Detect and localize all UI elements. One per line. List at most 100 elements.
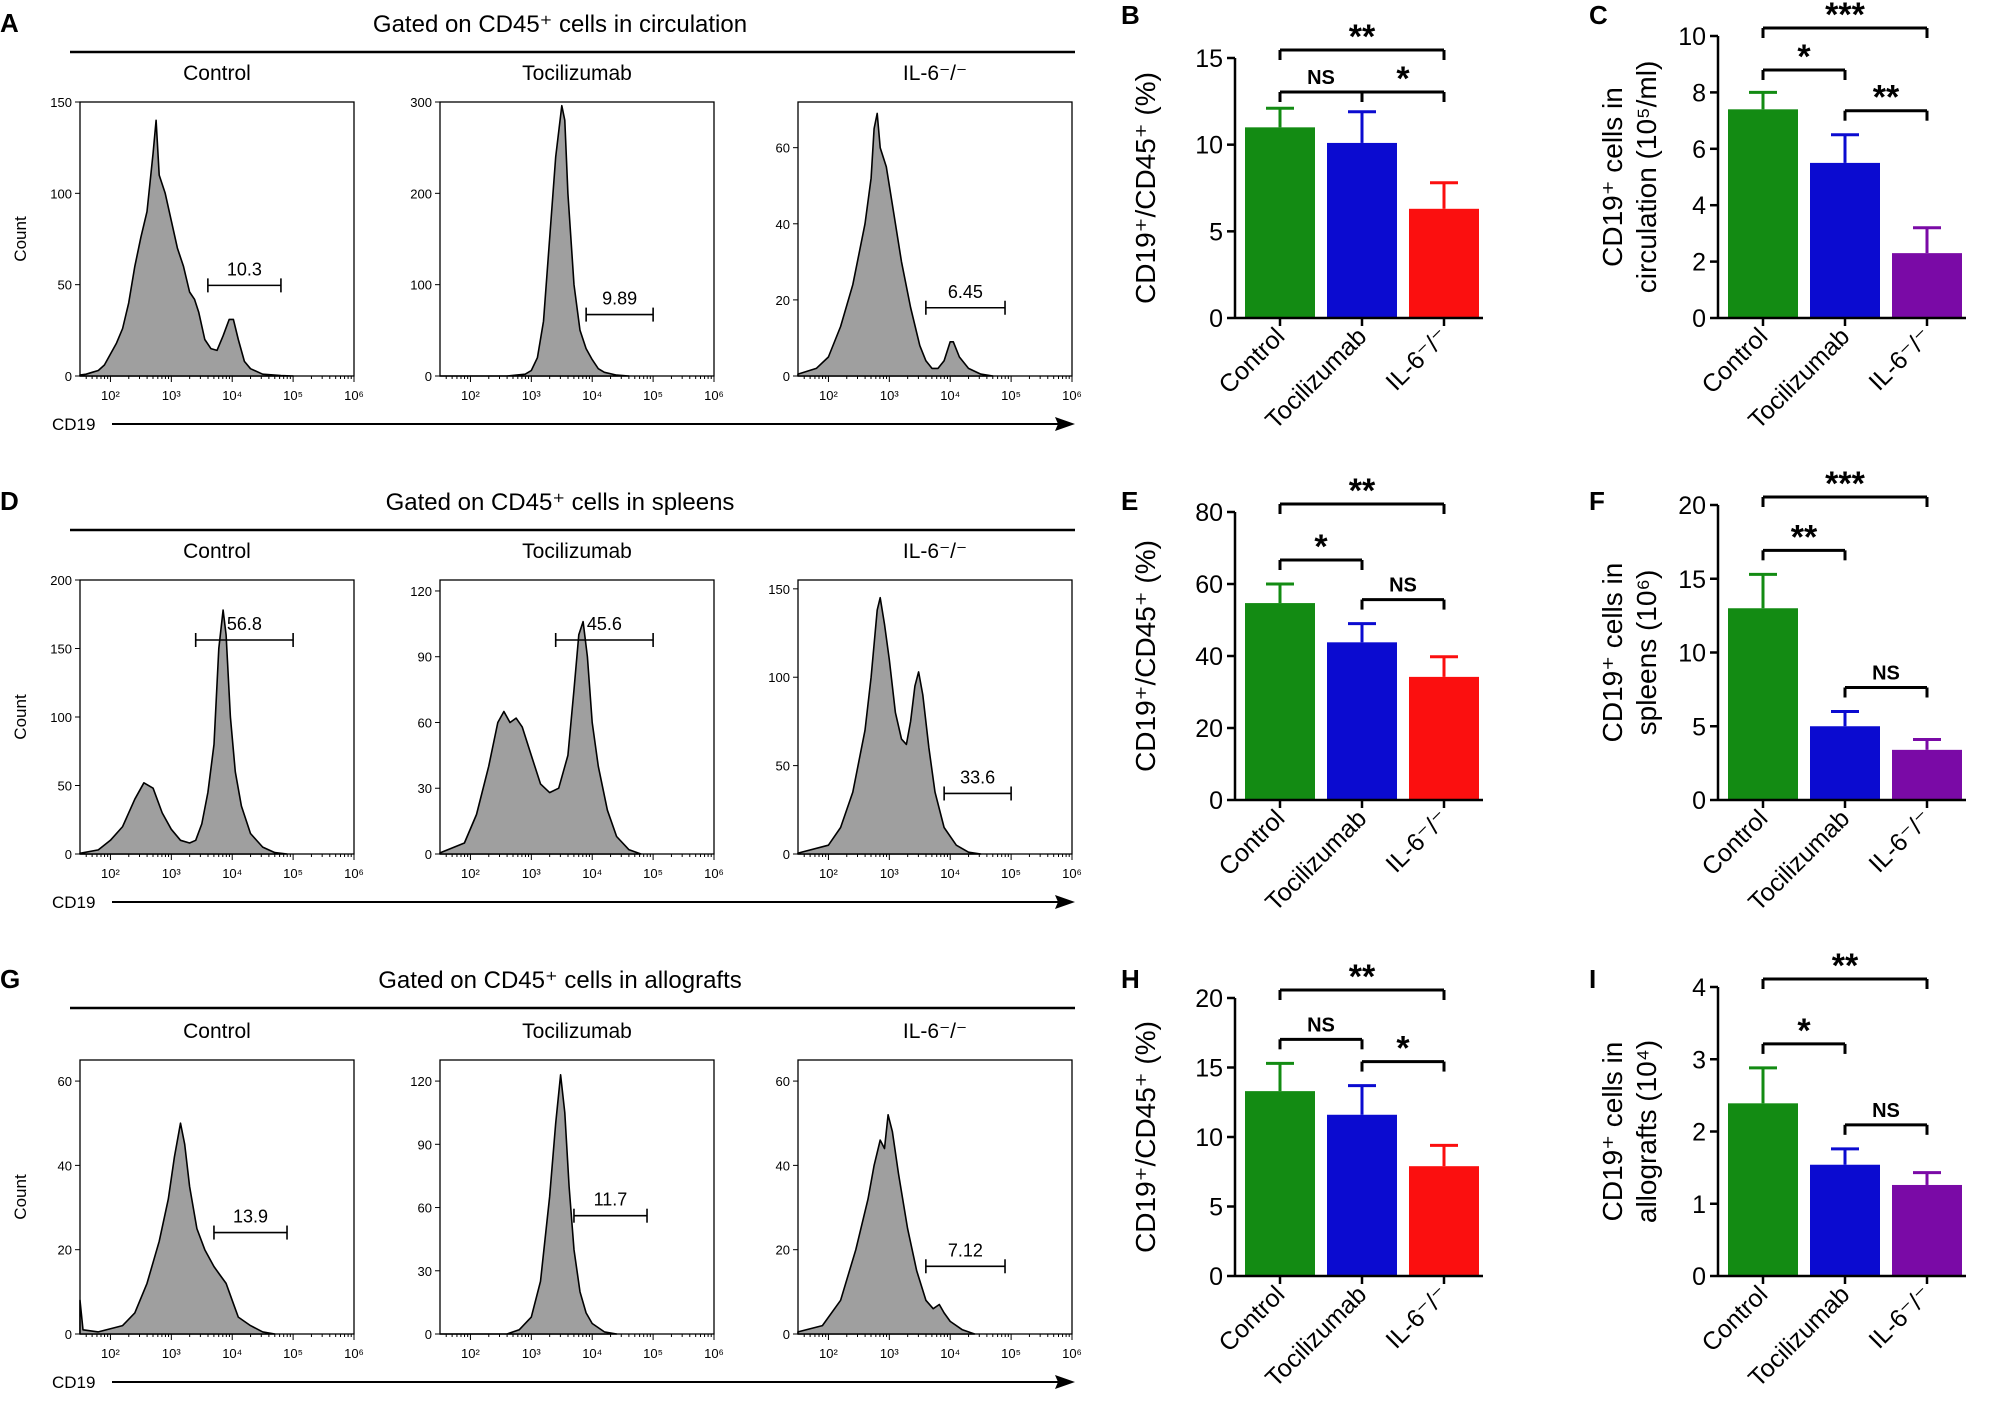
x-tick-label: 10³ <box>522 1346 541 1361</box>
x-tick-label: 10⁵ <box>283 866 303 881</box>
histogram-title: IL-6⁻/⁻ <box>903 540 967 563</box>
significance-label: NS <box>1307 1014 1335 1036</box>
y-tick-label: 50 <box>58 779 72 794</box>
y-tick-label: 4 <box>1692 974 1706 1002</box>
y-tick-label: 90 <box>418 650 432 665</box>
y-tick-label: 40 <box>776 1158 790 1173</box>
histogram-title: IL-6⁻/⁻ <box>903 1020 967 1043</box>
x-tick-label: IL-6⁻/⁻ <box>1380 804 1454 878</box>
x-axis-arrow-head <box>1055 417 1075 431</box>
y-tick-label: 4 <box>1692 192 1706 220</box>
x-tick-label: 10⁴ <box>582 1346 602 1361</box>
histogram-frame <box>797 1059 1073 1335</box>
y-tick-label: 10 <box>1195 132 1223 160</box>
histogram-A-il6: IL-6⁻/⁻ 0 20 40 60 10² 10³ 10⁴ 10⁵ 10⁶ 6.45 <box>776 62 1082 403</box>
y-tick-label: 40 <box>1195 643 1223 671</box>
significance-label: NS <box>1872 1100 1900 1122</box>
x-tick-label: 10⁶ <box>704 866 724 881</box>
y-axis-label: CD19⁺/CD45⁺ (%) <box>1130 72 1161 304</box>
histogram-title: Control <box>183 1020 251 1043</box>
significance-label: * <box>1396 1030 1410 1068</box>
y-tick-label: 100 <box>50 186 72 201</box>
histogram-D-tocilizumab: Tocilizumab 0 30 60 90 120 10² 10³ 10⁴ 10⁵ 10⁶ 45.6 <box>410 540 724 881</box>
y-tick-label: 3 <box>1692 1046 1706 1074</box>
x-tick-label: 10⁶ <box>1062 388 1082 403</box>
panel-letter: B <box>1121 0 1140 30</box>
bar <box>1245 127 1315 318</box>
y-tick-label: 20 <box>1678 492 1706 520</box>
x-tick-label: 10⁵ <box>643 866 663 881</box>
x-tick-label: IL-6⁻/⁻ <box>1863 1280 1937 1354</box>
histogram-G-tocilizumab: Tocilizumab 0 30 60 90 120 10² 10³ 10⁴ 10⁵ 10⁶ 11.7 <box>410 1020 724 1361</box>
y-axis-label: Count <box>11 216 30 262</box>
bar <box>1409 208 1479 318</box>
histogram-title: Tocilizumab <box>522 540 632 563</box>
x-tick-label: 10⁵ <box>1001 866 1021 881</box>
y-tick-label: 300 <box>410 95 432 110</box>
y-axis-label: Count <box>11 694 30 740</box>
y-tick-label: 20 <box>776 1243 790 1258</box>
y-axis-label: spleens (10⁶) <box>1631 570 1662 736</box>
panel-letter: C <box>1589 0 1608 30</box>
gate-value: 9.89 <box>602 289 637 309</box>
x-tick-label: 10³ <box>880 1346 899 1361</box>
bar <box>1409 1166 1479 1276</box>
histogram-curve <box>439 620 642 855</box>
x-tick-label: 10² <box>461 1346 480 1361</box>
gate-value: 6.45 <box>948 282 983 302</box>
significance-label: * <box>1314 528 1328 566</box>
y-tick-label: 0 <box>425 1327 432 1342</box>
y-tick-label: 100 <box>410 278 432 293</box>
significance-label: NS <box>1872 663 1900 685</box>
x-axis-arrow-head <box>1055 1375 1075 1389</box>
x-tick-label: 10⁴ <box>222 388 242 403</box>
y-tick-label: 20 <box>1195 985 1223 1013</box>
bar <box>1245 1091 1315 1276</box>
y-tick-label: 80 <box>1195 499 1223 527</box>
y-tick-label: 120 <box>410 584 432 599</box>
y-tick-label: 0 <box>783 369 790 384</box>
x-tick-label: 10³ <box>162 866 181 881</box>
bar <box>1409 676 1479 800</box>
x-tick-label: 10² <box>819 866 838 881</box>
y-tick-label: 150 <box>50 642 72 657</box>
y-tick-label: 100 <box>768 670 790 685</box>
significance-label: * <box>1797 1012 1811 1050</box>
histogram-title: IL-6⁻/⁻ <box>903 62 967 85</box>
x-tick-label: 10⁵ <box>643 388 663 403</box>
y-tick-label: 20 <box>1195 715 1223 743</box>
histogram-curve <box>797 1114 976 1335</box>
gate-value: 11.7 <box>594 1190 628 1210</box>
y-tick-label: 15 <box>1678 566 1706 594</box>
y-tick-label: 60 <box>418 1201 432 1216</box>
gate-value: 45.6 <box>587 614 622 634</box>
bar <box>1728 608 1798 800</box>
x-tick-label: Control <box>1696 804 1773 881</box>
y-tick-label: 120 <box>410 1074 432 1089</box>
histogram-curve <box>797 596 982 855</box>
y-tick-label: 5 <box>1692 713 1706 741</box>
x-tick-label: 10⁶ <box>1062 1346 1082 1361</box>
y-tick-label: 60 <box>1195 571 1223 599</box>
x-tick-label: Control <box>1213 322 1290 399</box>
y-tick-label: 40 <box>58 1158 72 1173</box>
y-tick-label: 200 <box>50 573 72 588</box>
gate-section-title: Gated on CD45⁺ cells in circulation <box>373 11 747 38</box>
bar <box>1892 749 1962 800</box>
y-tick-label: 10 <box>1678 640 1706 668</box>
x-tick-label: 10² <box>819 388 838 403</box>
bar <box>1810 162 1880 318</box>
y-tick-label: 0 <box>65 1327 72 1342</box>
histogram-title: Tocilizumab <box>522 62 632 85</box>
bar <box>1327 642 1397 800</box>
y-tick-label: 15 <box>1195 45 1223 73</box>
y-tick-label: 20 <box>776 293 790 308</box>
y-tick-label: 0 <box>1209 305 1223 333</box>
x-tick-label: Control <box>1213 804 1290 881</box>
panel-letter: A <box>0 8 19 38</box>
gate-section-title: Gated on CD45⁺ cells in allografts <box>378 967 742 994</box>
